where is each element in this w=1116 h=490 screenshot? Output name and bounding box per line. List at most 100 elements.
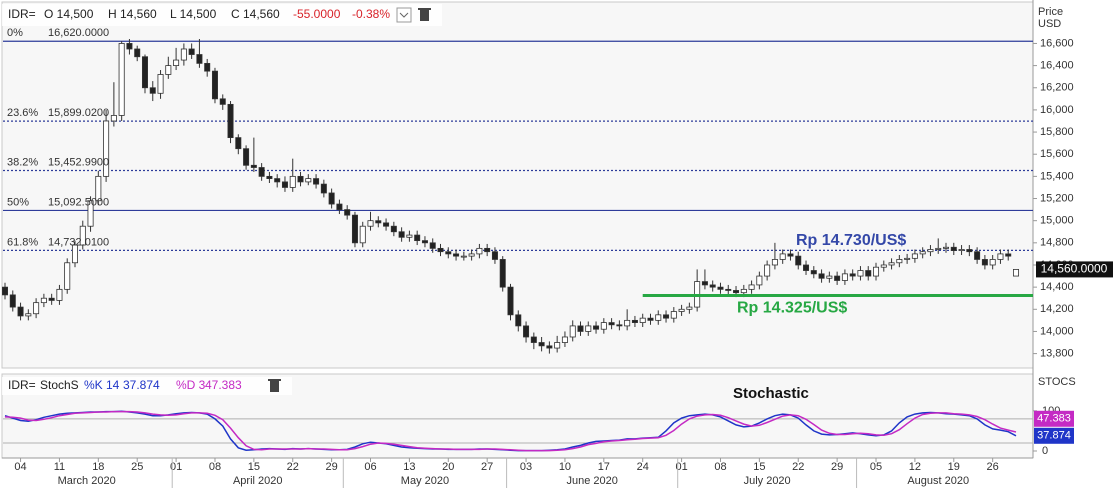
month-label: July 2020	[744, 475, 791, 487]
candle-body	[880, 264, 887, 268]
x-tick-label: 08	[714, 461, 726, 473]
candle-body	[515, 314, 522, 327]
candle-body	[834, 275, 841, 281]
fib-label: 38.2%	[7, 156, 38, 168]
candle-body	[406, 234, 413, 238]
candle-body	[188, 48, 195, 55]
candle-body	[235, 137, 242, 150]
fib-label: 61.8%	[7, 236, 38, 248]
candle-body	[561, 336, 568, 343]
header-bg	[2, 4, 442, 26]
month-label: August 2020	[907, 475, 969, 487]
x-tick-label: 25	[131, 461, 143, 473]
candle-body	[243, 148, 250, 166]
symbol: IDR=	[8, 378, 36, 392]
month-label: June 2020	[566, 475, 617, 487]
candle-body	[810, 270, 817, 275]
candle-body	[865, 270, 872, 277]
candle-body	[569, 325, 576, 338]
candle-body	[989, 259, 996, 266]
candle-body	[841, 273, 848, 281]
candle-body	[896, 259, 903, 264]
candle-body	[297, 175, 304, 183]
x-tick-label: 11	[54, 461, 65, 473]
y-tick-label: 16,600	[1040, 37, 1074, 49]
indicator: StochS	[40, 378, 79, 392]
candle-body	[577, 325, 584, 332]
y-tick-label: 14,800	[1040, 237, 1074, 249]
x-tick-label: 17	[598, 461, 610, 473]
k-label: %K 14	[84, 378, 120, 392]
candle-body	[616, 324, 623, 327]
candle-body	[258, 167, 265, 177]
x-tick-label: 26	[987, 461, 999, 473]
x-tick-label: 08	[209, 461, 221, 473]
candle-body	[33, 302, 40, 315]
x-tick-label: 15	[753, 461, 765, 473]
delete-icon[interactable]	[268, 379, 281, 392]
x-tick-label: 19	[948, 461, 960, 473]
candle-body	[134, 48, 141, 58]
month-label: April 2020	[233, 475, 283, 487]
candle-body	[600, 322, 607, 330]
x-tick-label: 29	[831, 461, 843, 473]
candle-body	[779, 253, 786, 260]
value-tag-label: 37.874	[1037, 430, 1071, 442]
close: C 14,560	[231, 7, 280, 21]
candle-body	[795, 255, 802, 266]
candle-body	[593, 325, 600, 330]
fib-value: 15,899.0200	[48, 107, 109, 119]
candle-body	[686, 306, 693, 310]
annotation: Rp 14.325/US$	[737, 300, 847, 317]
candle-body	[771, 259, 778, 266]
fib-value: 14,732.0100	[48, 236, 109, 248]
candle-body	[585, 325, 592, 332]
candle-body	[173, 59, 180, 67]
x-tick-label: 01	[675, 461, 687, 473]
candle-body	[608, 322, 615, 326]
candle-body	[390, 225, 397, 233]
candle-body	[305, 178, 312, 183]
change-pct: -0.38%	[352, 7, 390, 21]
candle-body	[79, 225, 86, 246]
y-tick-label: 16,000	[1040, 104, 1074, 116]
candle-body	[1005, 253, 1012, 257]
d-value: 47.383	[205, 378, 242, 392]
candle-body	[453, 253, 460, 257]
candle-body	[1013, 269, 1020, 277]
candle-body	[359, 225, 366, 244]
dropdown[interactable]	[396, 7, 412, 23]
candle-body	[826, 275, 833, 279]
x-tick-label: 06	[364, 461, 376, 473]
candle-body	[919, 251, 926, 255]
candle-body	[460, 255, 467, 258]
y-tick-label: 14,200	[1040, 303, 1074, 315]
value-tag	[1034, 427, 1074, 444]
candle-body	[414, 234, 421, 242]
axis-label: Price	[1038, 6, 1063, 18]
price-panel	[1, 1, 1034, 369]
candle-body	[935, 247, 942, 250]
value-tag-label: 47.383	[1037, 413, 1071, 425]
candle-body	[398, 231, 405, 238]
candle-body	[118, 43, 125, 116]
x-tick-label: 10	[559, 461, 571, 473]
x-tick-label: 15	[248, 461, 260, 473]
candle-body	[787, 253, 794, 257]
candle-body	[904, 257, 911, 260]
candle-body	[180, 48, 187, 61]
candle-body	[476, 247, 483, 255]
x-tick-label: 05	[870, 461, 882, 473]
x-tick-label: 22	[792, 461, 804, 473]
candle-body	[740, 288, 747, 294]
delete-icon[interactable]	[418, 8, 431, 21]
candle-body	[344, 209, 351, 216]
candle-body	[927, 249, 934, 253]
candle-body	[958, 249, 965, 251]
candle-body	[647, 317, 654, 321]
candle-body	[849, 273, 856, 277]
candle-body	[149, 87, 156, 94]
candle-body	[639, 317, 646, 323]
k-value: 37.874	[123, 378, 160, 392]
axis-label: USD	[1038, 18, 1061, 30]
